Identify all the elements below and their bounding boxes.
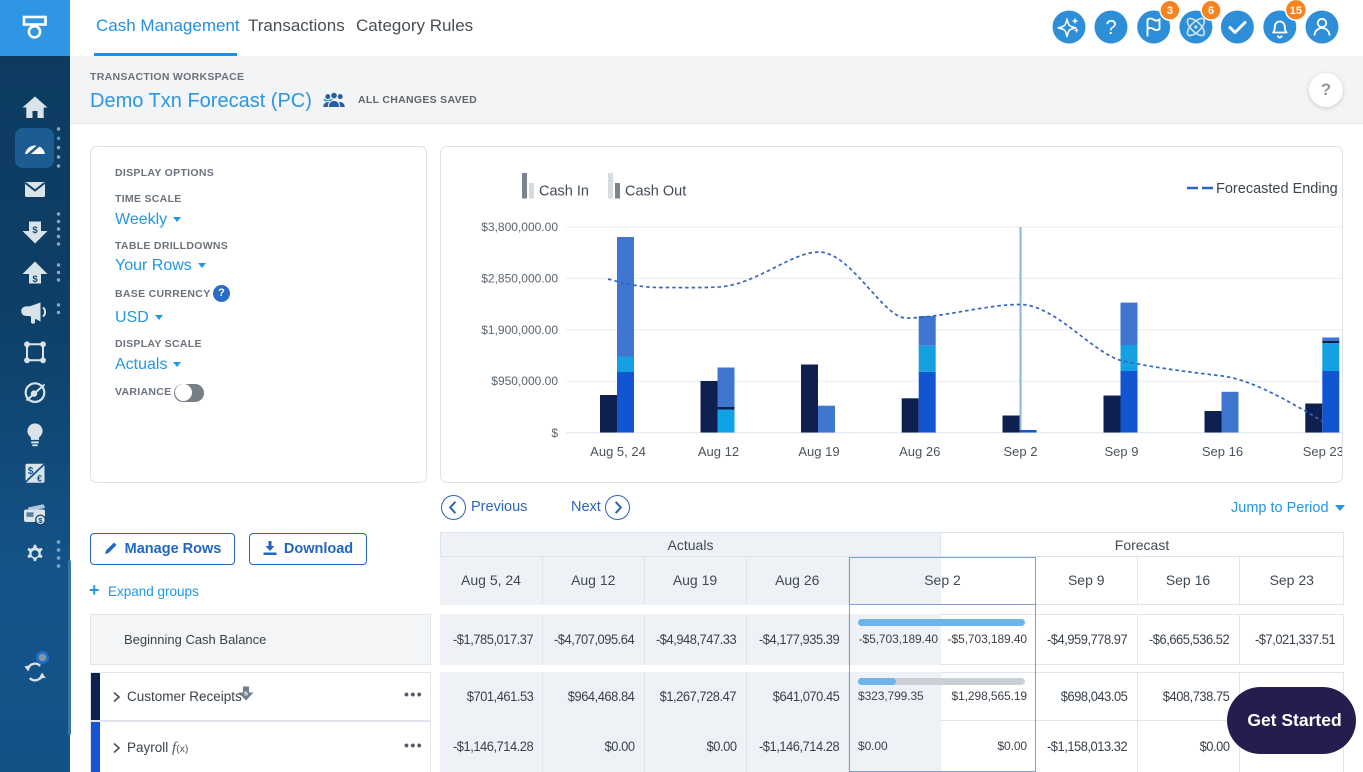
svg-text:3: 3 bbox=[1167, 5, 1173, 17]
svg-text:$1,900,000.00: $1,900,000.00 bbox=[481, 323, 558, 337]
svg-text:€: € bbox=[37, 474, 42, 484]
svg-text:$: $ bbox=[38, 516, 43, 525]
svg-text:Forecasted Ending Ca: Forecasted Ending Ca bbox=[1216, 181, 1343, 197]
svg-text:Aug 5, 24: Aug 5, 24 bbox=[590, 444, 646, 459]
svg-text:?: ? bbox=[1105, 17, 1116, 39]
svg-text:Cash Out: Cash Out bbox=[625, 184, 686, 200]
svg-text:$950,000.00: $950,000.00 bbox=[491, 374, 558, 388]
svg-text:Aug 19: Aug 19 bbox=[798, 444, 839, 459]
svg-text:Sep 9: Sep 9 bbox=[1105, 444, 1139, 459]
svg-text:s: s bbox=[244, 689, 248, 698]
svg-text:$2,850,000.00: $2,850,000.00 bbox=[481, 271, 558, 285]
svg-text:6: 6 bbox=[1208, 5, 1214, 17]
svg-text:$: $ bbox=[32, 274, 38, 285]
svg-text:Sep 2: Sep 2 bbox=[1004, 444, 1038, 459]
svg-text:$3,800,000.00: $3,800,000.00 bbox=[481, 220, 558, 234]
svg-text:15: 15 bbox=[1290, 5, 1302, 17]
svg-text:Sep 23: Sep 23 bbox=[1303, 444, 1343, 459]
svg-text:$: $ bbox=[32, 225, 38, 236]
svg-text:Aug 26: Aug 26 bbox=[899, 444, 940, 459]
svg-text:Aug 12: Aug 12 bbox=[698, 444, 739, 459]
svg-text:$: $ bbox=[28, 466, 34, 477]
svg-text:Cash In: Cash In bbox=[539, 184, 589, 200]
svg-text:$: $ bbox=[551, 426, 558, 440]
svg-text:Sep 16: Sep 16 bbox=[1202, 444, 1243, 459]
